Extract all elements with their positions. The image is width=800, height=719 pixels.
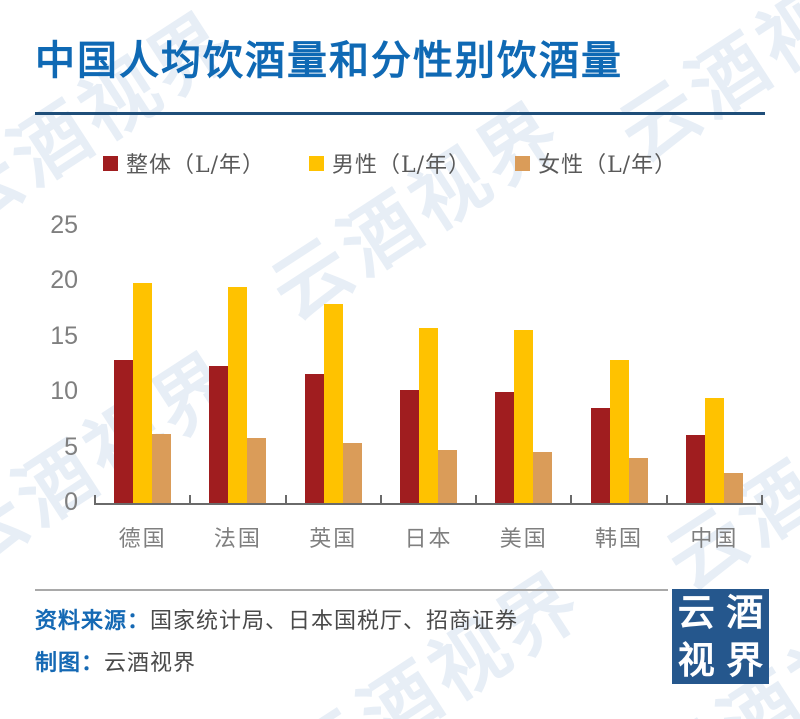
legend-swatch-icon: [515, 155, 531, 171]
x-axis-label: 中国: [690, 527, 739, 552]
x-axis-tick: [94, 495, 96, 503]
x-axis-label: 日本: [404, 527, 453, 552]
bar-男性（L/年）-日本: [419, 327, 438, 505]
brand-logo-char: 界: [726, 639, 764, 681]
brand-logo: 云酒视界: [672, 589, 769, 684]
bar-女性（L/年）-日本: [438, 449, 457, 505]
bar-女性（L/年）-英国: [342, 443, 362, 505]
y-axis-tick-label: 0: [64, 488, 78, 516]
x-axis-tick: [761, 495, 763, 503]
legend-item: 整体（L/年）: [103, 147, 265, 179]
brand-logo-char: 云: [677, 592, 715, 634]
legend-item: 女性（L/年）: [515, 147, 677, 179]
page-title: 中国人均饮酒量和分性别饮酒量: [35, 39, 623, 83]
brand-logo-char: 视: [677, 639, 715, 681]
bar-男性（L/年）-韩国: [609, 360, 629, 505]
chart-legend: 整体（L/年） 男性（L/年） 女性（L/年）: [103, 147, 677, 179]
x-axis-tick: [475, 495, 478, 503]
footer-divider: [35, 589, 668, 591]
x-axis-tick: [379, 495, 382, 503]
title-divider: [35, 112, 765, 115]
legend-item: 男性（L/年）: [309, 147, 471, 179]
bar-整体（L/年）-日本: [400, 389, 419, 505]
credit-text: 云酒视界: [104, 650, 197, 675]
brand-logo-char: 酒: [726, 592, 764, 634]
legend-swatch-icon: [103, 155, 118, 171]
legend-label: 男性（L/年）: [332, 153, 472, 178]
bar-整体（L/年）-美国: [495, 392, 515, 505]
x-axis-tick: [570, 495, 573, 503]
bar-女性（L/年）-韩国: [628, 457, 648, 505]
x-axis-tick: [189, 495, 192, 503]
x-axis-tick: [665, 495, 668, 503]
bar-整体（L/年）-法国: [209, 365, 229, 505]
legend-label: 整体（L/年）: [126, 153, 266, 178]
x-axis-label: 德国: [118, 527, 167, 552]
bar-男性（L/年）-法国: [228, 286, 248, 505]
legend-label: 女性（L/年）: [538, 153, 678, 178]
x-axis-label: 美国: [499, 527, 548, 552]
y-axis-tick-label: 25: [50, 211, 78, 239]
bar-女性（L/年）-中国: [723, 473, 743, 505]
bar-整体（L/年）-韩国: [590, 407, 610, 505]
bar-女性（L/年）-德国: [152, 434, 172, 505]
source-label: 资料来源：: [35, 608, 151, 633]
credit-label: 制图：: [35, 650, 105, 675]
y-axis-tick-label: 5: [64, 432, 78, 461]
y-axis-tick-label: 10: [50, 377, 78, 406]
bar-整体（L/年）-德国: [114, 360, 134, 505]
bar-女性（L/年）-美国: [533, 452, 553, 505]
legend-swatch-icon: [309, 155, 325, 171]
y-axis-tick-label: 20: [50, 266, 78, 295]
source-line: 资料来源：国家统计局、日本国税厅、招商证券: [35, 603, 518, 635]
bar-男性（L/年）-英国: [323, 303, 343, 505]
y-axis-tick-label: 15: [50, 321, 78, 350]
x-axis-tick: [284, 495, 287, 503]
credit-line: 制图：云酒视界: [35, 645, 196, 677]
x-axis-label: 法国: [213, 527, 262, 552]
x-axis-line: [94, 503, 763, 505]
bar-男性（L/年）-美国: [514, 330, 534, 505]
bar-女性（L/年）-法国: [247, 437, 267, 505]
bar-男性（L/年）-德国: [133, 282, 153, 505]
x-axis-label: 韩国: [595, 527, 644, 552]
bar-整体（L/年）-中国: [685, 435, 705, 505]
bar-男性（L/年）-中国: [704, 397, 724, 505]
bar-整体（L/年）-英国: [304, 374, 324, 505]
source-text: 国家统计局、日本国税厅、招商证券: [150, 608, 519, 633]
x-axis-label: 英国: [309, 527, 358, 552]
